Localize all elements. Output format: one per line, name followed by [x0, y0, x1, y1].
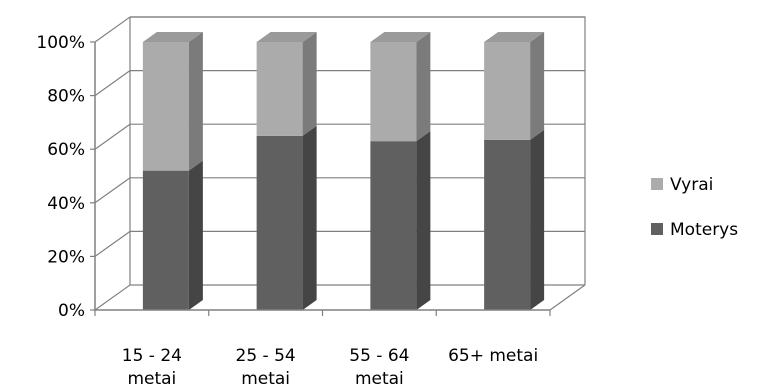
bar-segment	[370, 131, 431, 310]
bar-side	[188, 160, 203, 310]
bar-front	[370, 42, 417, 142]
bar-front	[484, 42, 531, 140]
bar-segment	[142, 32, 203, 171]
x-tick-label: 25 - 54 metai	[236, 346, 296, 389]
legend-label: Moterys	[670, 220, 738, 240]
bar-front	[484, 139, 531, 310]
x-tick-labels: 15 - 24 metai 25 - 54 metai 55 - 64 metai 65+ …	[122, 346, 538, 389]
bar-segment	[484, 129, 545, 310]
x-tick-label: 15 - 24 metai	[122, 346, 182, 389]
bar-top	[370, 32, 431, 42]
bars	[142, 32, 545, 310]
axes	[90, 41, 551, 316]
gridline-side	[94, 284, 131, 311]
x-tick-label: 55 - 64 metai	[349, 346, 409, 389]
bar-side	[302, 32, 317, 136]
bar-top	[256, 32, 317, 42]
gridline-side	[94, 177, 131, 204]
y-tick-label: 20%	[47, 247, 85, 267]
bar-front	[256, 42, 303, 136]
bar-side	[302, 125, 317, 310]
legend-swatch	[651, 178, 663, 190]
bar-side	[416, 32, 431, 142]
y-tick-label: 80%	[47, 87, 85, 107]
bar-segment	[370, 32, 431, 142]
bar-front	[142, 170, 189, 310]
bar-top	[484, 32, 545, 42]
y-tick-label: 100%	[36, 33, 85, 53]
bar-segment	[256, 32, 317, 136]
y-tick-label: 0%	[58, 301, 85, 321]
bar-side	[416, 131, 431, 310]
x-tick-label: 65+ metai	[448, 346, 538, 366]
gridline-side	[94, 230, 131, 257]
legend: Vyrai Moterys	[651, 175, 738, 240]
gridline-side	[94, 70, 131, 97]
gridline-side	[94, 123, 131, 150]
bar-front	[370, 141, 417, 310]
y-tick-labels: 0% 20% 40% 60% 80% 100%	[36, 33, 85, 321]
bar-front	[256, 135, 303, 310]
bar-top	[142, 32, 203, 42]
y-tick-label: 40%	[47, 194, 85, 214]
bar-side	[530, 129, 545, 310]
gridline-side	[94, 16, 131, 43]
bar-front	[142, 42, 189, 171]
y-tick-label: 60%	[47, 140, 85, 160]
floor-right-edge	[549, 284, 586, 311]
bar-segment	[256, 125, 317, 310]
legend-swatch	[651, 223, 663, 235]
bar-segment	[142, 160, 203, 310]
legend-label: Vyrai	[670, 175, 713, 195]
bar-side	[530, 32, 545, 140]
bar-segment	[484, 32, 545, 140]
bar-side	[188, 32, 203, 171]
